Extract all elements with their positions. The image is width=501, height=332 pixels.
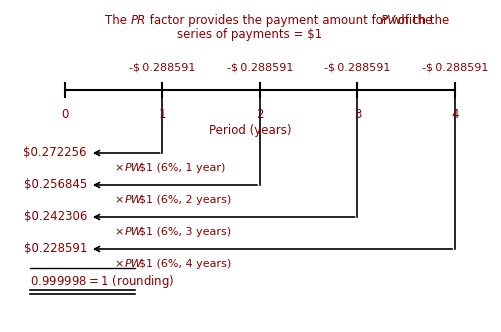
Text: -$ 0.288591: -$ 0.288591 xyxy=(129,62,196,72)
Text: series of payments = $1: series of payments = $1 xyxy=(177,28,323,41)
Text: PW: PW xyxy=(125,259,143,269)
Text: 1: 1 xyxy=(159,108,166,121)
Text: 4: 4 xyxy=(451,108,459,121)
Text: -$ 0.288591: -$ 0.288591 xyxy=(422,62,488,72)
Text: $0.242306: $0.242306 xyxy=(24,210,87,223)
Text: 0: 0 xyxy=(61,108,69,121)
Text: PW: PW xyxy=(125,195,143,205)
Text: PR: PR xyxy=(131,14,146,27)
Text: $1 (6%, 2 years): $1 (6%, 2 years) xyxy=(139,195,231,205)
Text: PV: PV xyxy=(381,14,396,27)
Text: ×: × xyxy=(115,227,128,237)
Text: 2: 2 xyxy=(256,108,264,121)
Text: ×: × xyxy=(115,259,128,269)
Text: $0.999998 = $1 (rounding): $0.999998 = $1 (rounding) xyxy=(30,273,174,290)
Text: The: The xyxy=(105,14,131,27)
Text: PW: PW xyxy=(125,227,143,237)
Text: $1 (6%, 4 years): $1 (6%, 4 years) xyxy=(139,259,231,269)
Text: ×: × xyxy=(115,163,128,173)
Text: factor provides the payment amount for which the: factor provides the payment amount for w… xyxy=(146,14,453,27)
Text: Period (years): Period (years) xyxy=(209,124,291,137)
Text: $0.228591: $0.228591 xyxy=(24,242,87,256)
Text: 3: 3 xyxy=(354,108,361,121)
Text: of the: of the xyxy=(394,14,432,27)
Text: $1 (6%, 3 years): $1 (6%, 3 years) xyxy=(139,227,231,237)
Text: -$ 0.288591: -$ 0.288591 xyxy=(227,62,293,72)
Text: PW: PW xyxy=(125,163,143,173)
Text: -$ 0.288591: -$ 0.288591 xyxy=(324,62,391,72)
Text: $1 (6%, 1 year): $1 (6%, 1 year) xyxy=(139,163,225,173)
Text: ×: × xyxy=(115,195,128,205)
Text: $0.272256: $0.272256 xyxy=(24,146,87,159)
Text: $0.256845: $0.256845 xyxy=(24,179,87,192)
